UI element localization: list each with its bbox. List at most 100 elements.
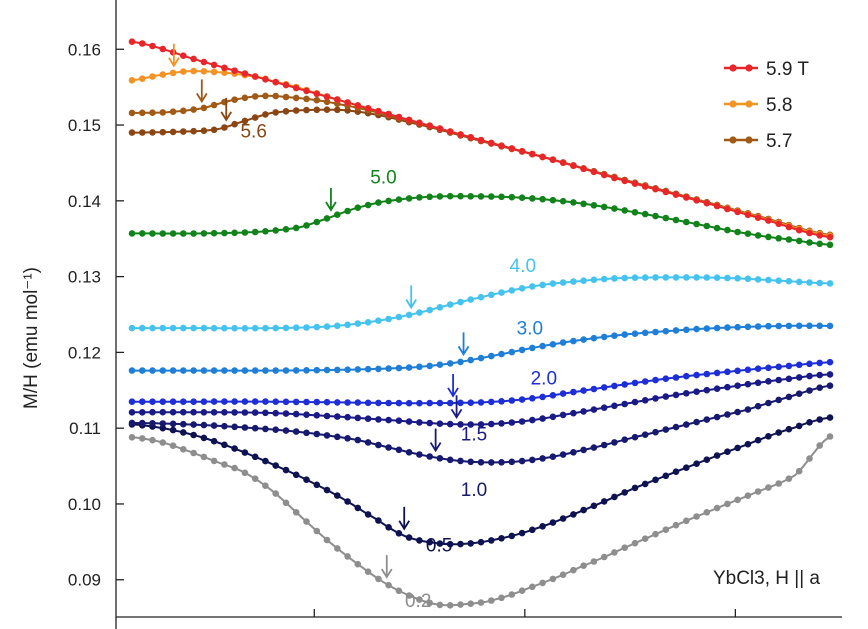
data-point [354,414,362,422]
data-point [713,324,721,332]
data-point [241,398,249,405]
data-point [713,504,721,512]
data-point [405,534,413,541]
data-point [590,502,598,510]
data-point [436,455,444,462]
transition-arrow [398,506,410,531]
transition-arrow [447,373,459,398]
data-point [241,70,249,77]
data-point [323,412,331,420]
data-point [713,452,721,459]
data-point [405,364,413,371]
data-point [416,596,423,603]
series-line [132,94,831,236]
data-point [724,500,731,508]
data-point [621,489,628,496]
data-point [405,195,413,202]
data-point [529,395,536,402]
data-point [693,513,700,520]
data-point [405,592,413,599]
data-point [354,366,362,373]
data-point [139,398,146,406]
data-point [436,361,444,369]
data-point [169,420,177,428]
series-4.0 [128,274,834,332]
data-point [754,323,762,330]
data-point [580,200,587,208]
data-point [139,40,146,47]
data-point [200,398,208,406]
data-point [180,128,187,135]
data-point [590,276,598,284]
data-point [457,421,464,428]
transition-arrow [325,188,337,212]
data-point [744,323,752,331]
data-point [292,471,300,479]
series-5.0 [128,192,834,249]
data-point [703,386,711,394]
data-point [313,527,321,535]
data-point [754,488,762,495]
data-point [190,367,197,374]
data-point [364,201,372,209]
data-point [334,545,341,552]
data-point [806,372,813,380]
data-point [395,113,403,121]
tick-layer: 0.09 0.10 0.11 0.12 0.13 0.14 0.15 0.16 [68,40,737,617]
data-point [641,378,649,385]
curve-label-5.6: 5.6 [240,121,266,142]
data-point [539,415,546,422]
data-point [364,105,372,112]
data-point [416,194,423,201]
data-point [477,193,485,200]
series-0.5 [128,414,834,548]
data-point [498,350,505,358]
data-point [180,398,187,406]
data-point [703,222,711,230]
data-point [703,274,711,281]
data-point [405,311,413,319]
data-point [734,367,741,375]
data-point [210,437,218,445]
data-point [169,426,177,434]
data-point [775,322,782,330]
data-point [488,139,495,147]
data-point [446,399,454,407]
data-point [169,408,177,416]
arrow-head [220,111,232,122]
data-point [672,191,680,198]
data-point [282,226,290,233]
data-point [292,410,300,418]
data-point [806,322,813,330]
data-point [344,366,351,374]
data-point [508,145,516,152]
y-tick-label: 0.12 [68,343,101,362]
data-point [826,371,834,378]
data-point [190,398,197,406]
data-point [128,77,136,84]
data-point [672,374,680,381]
data-point [405,116,413,124]
data-point [436,193,444,200]
data-point [344,207,351,215]
series-line [132,276,831,330]
arrow-head [168,57,180,68]
data-point [190,106,197,113]
data-point [724,226,731,234]
data-point [795,322,803,330]
data-point [785,277,793,285]
data-point [744,380,752,388]
data-point [693,325,700,333]
data-point [303,95,310,103]
data-point [169,69,177,77]
data-point [282,108,290,115]
data-point [395,313,403,321]
data-point [395,446,403,454]
data-point [457,540,464,548]
data-point [344,321,351,329]
data-point [405,449,413,456]
data-point [785,236,793,243]
data-point [303,222,310,229]
data-point [272,78,280,86]
